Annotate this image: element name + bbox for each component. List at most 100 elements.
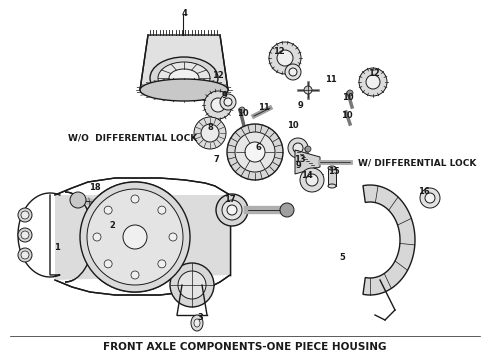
Circle shape [280, 203, 294, 217]
Circle shape [211, 98, 225, 112]
Circle shape [269, 42, 301, 74]
Text: 12: 12 [273, 48, 285, 57]
Text: 15: 15 [328, 167, 340, 176]
Circle shape [123, 225, 147, 249]
Text: 6: 6 [255, 144, 261, 153]
Text: 10: 10 [341, 111, 353, 120]
Text: 11: 11 [258, 104, 270, 112]
Ellipse shape [158, 62, 210, 94]
Circle shape [285, 64, 301, 80]
Circle shape [21, 211, 29, 219]
Text: 16: 16 [418, 188, 430, 197]
Circle shape [80, 182, 190, 292]
Text: 11: 11 [325, 76, 337, 85]
Circle shape [70, 192, 86, 208]
Circle shape [288, 138, 308, 158]
Text: 18: 18 [89, 184, 101, 193]
Text: 13: 13 [294, 156, 306, 165]
Ellipse shape [328, 184, 336, 188]
Circle shape [131, 195, 139, 203]
Circle shape [235, 132, 275, 172]
Circle shape [227, 205, 237, 215]
Circle shape [425, 193, 435, 203]
Circle shape [289, 68, 297, 76]
Circle shape [420, 188, 440, 208]
Circle shape [293, 143, 303, 153]
Circle shape [131, 195, 139, 203]
Circle shape [224, 98, 232, 106]
Text: 1: 1 [54, 243, 60, 252]
Polygon shape [140, 35, 228, 90]
Circle shape [158, 260, 166, 268]
Ellipse shape [191, 315, 203, 331]
Ellipse shape [328, 166, 336, 170]
Circle shape [347, 90, 353, 96]
Circle shape [18, 248, 32, 262]
Text: 3: 3 [197, 314, 203, 323]
Text: 9: 9 [297, 102, 303, 111]
Circle shape [178, 271, 206, 299]
Circle shape [158, 206, 166, 214]
Circle shape [18, 208, 32, 222]
Circle shape [104, 206, 112, 214]
Circle shape [300, 168, 324, 192]
Circle shape [18, 228, 32, 242]
Circle shape [93, 233, 101, 241]
Circle shape [304, 86, 312, 94]
Circle shape [239, 107, 245, 113]
Circle shape [131, 271, 139, 279]
Circle shape [158, 206, 166, 214]
Circle shape [194, 117, 226, 149]
Circle shape [93, 233, 101, 241]
Circle shape [158, 260, 166, 268]
Text: 2: 2 [109, 220, 115, 230]
Text: 17: 17 [224, 195, 236, 204]
Text: FRONT AXLE COMPONENTS-ONE PIECE HOUSING: FRONT AXLE COMPONENTS-ONE PIECE HOUSING [103, 342, 387, 352]
Text: 7: 7 [213, 156, 219, 165]
Circle shape [104, 260, 112, 268]
Text: 14: 14 [301, 171, 313, 180]
Circle shape [21, 231, 29, 239]
Text: W/ DIFFERENTIAL LOCK: W/ DIFFERENTIAL LOCK [358, 158, 476, 167]
Text: W/O  DIFFERENTIAL LOCK: W/O DIFFERENTIAL LOCK [68, 134, 197, 143]
Text: 12: 12 [212, 71, 224, 80]
Circle shape [80, 182, 190, 292]
Text: 9: 9 [295, 161, 301, 170]
Circle shape [108, 219, 116, 227]
Polygon shape [328, 168, 336, 186]
Polygon shape [363, 185, 415, 295]
Circle shape [87, 189, 183, 285]
Ellipse shape [194, 319, 200, 327]
Ellipse shape [150, 57, 218, 99]
Circle shape [220, 94, 236, 110]
Text: 8: 8 [207, 123, 213, 132]
Text: 10: 10 [342, 94, 354, 103]
Circle shape [216, 194, 248, 226]
Circle shape [123, 225, 147, 249]
Ellipse shape [169, 69, 199, 87]
Circle shape [87, 189, 183, 285]
Ellipse shape [140, 79, 228, 101]
Circle shape [306, 174, 318, 186]
Circle shape [104, 260, 112, 268]
Circle shape [305, 146, 311, 152]
Circle shape [277, 50, 293, 66]
Circle shape [245, 142, 265, 162]
Circle shape [169, 233, 177, 241]
Circle shape [222, 200, 242, 220]
Text: 9: 9 [221, 90, 227, 99]
Circle shape [366, 75, 380, 89]
Text: 10: 10 [237, 108, 249, 117]
Circle shape [359, 68, 387, 96]
Text: 10: 10 [287, 121, 299, 130]
Text: 12: 12 [368, 69, 380, 78]
Circle shape [170, 263, 214, 307]
Circle shape [204, 91, 232, 119]
Text: 4: 4 [181, 9, 187, 18]
Polygon shape [295, 150, 320, 174]
Circle shape [227, 124, 283, 180]
Circle shape [104, 215, 120, 231]
Text: 5: 5 [339, 253, 345, 262]
Circle shape [169, 233, 177, 241]
Polygon shape [55, 195, 230, 280]
